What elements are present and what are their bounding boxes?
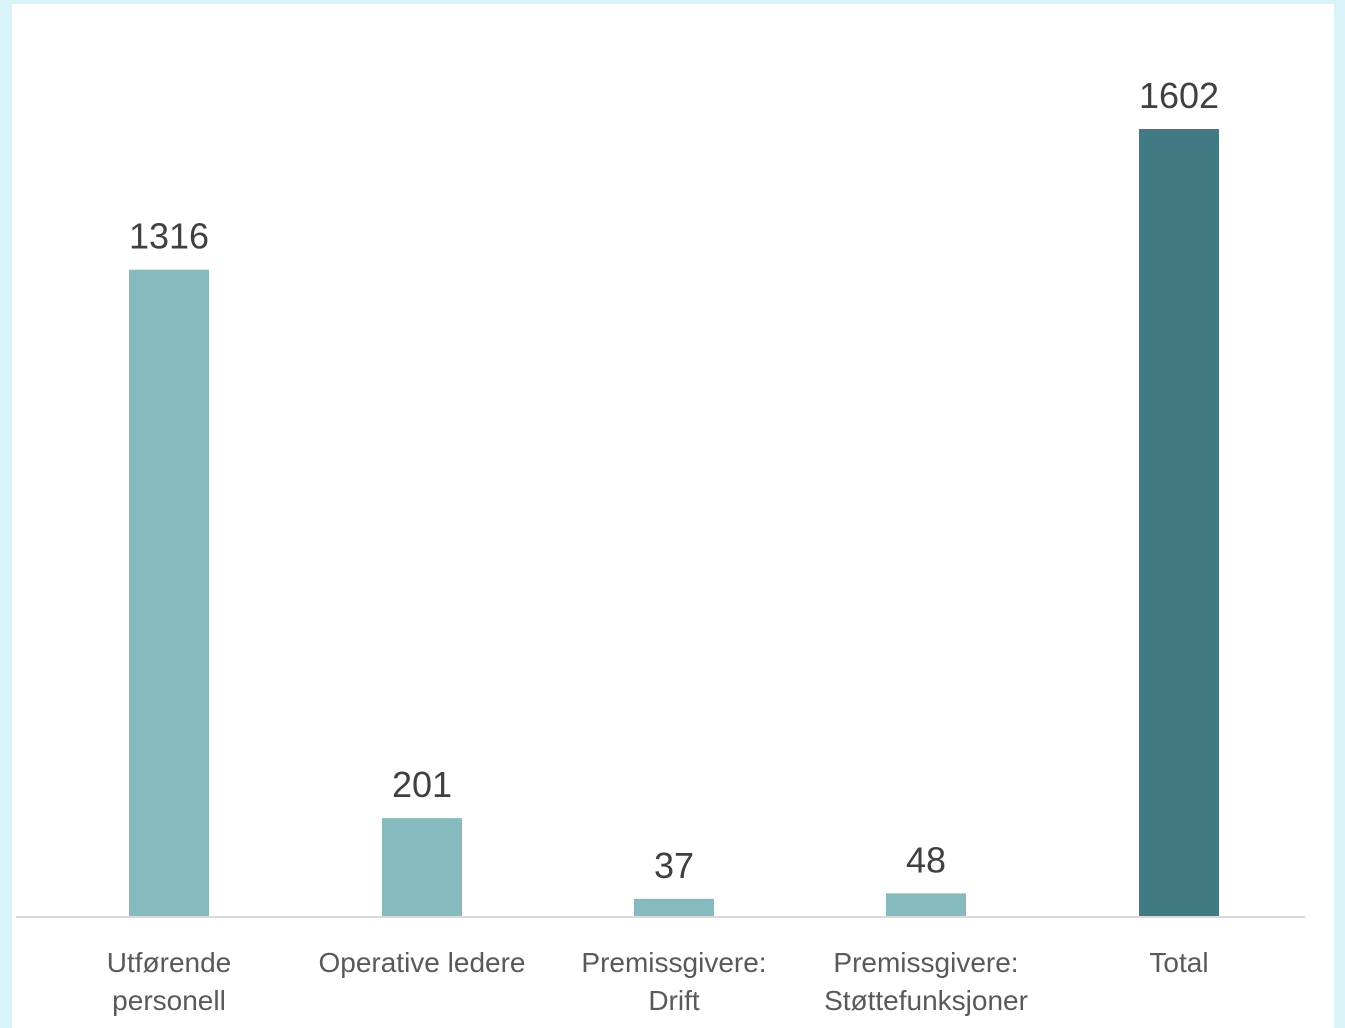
category-label-3-line-0: Premissgivere: <box>833 947 1018 978</box>
chart-panel <box>12 4 1334 1028</box>
category-label-0-line-0: Utførende <box>107 947 232 978</box>
value-label-2: 37 <box>654 845 694 886</box>
value-label-0: 1316 <box>129 216 209 257</box>
category-label-2-line-0: Premissgivere: <box>581 947 766 978</box>
bar-0 <box>129 269 209 917</box>
bar-4 <box>1139 129 1219 917</box>
value-label-1: 201 <box>392 764 452 805</box>
category-label-2-line-1: Drift <box>648 985 700 1016</box>
bar-2 <box>634 898 714 917</box>
bars-group <box>129 129 1219 917</box>
category-labels-group: Utførende personell Operative ledere Premis… <box>107 947 1209 1016</box>
category-label-1-line-0: Operative ledere <box>318 947 525 978</box>
bar-3 <box>886 893 966 917</box>
category-label-0-line-1: personell <box>112 985 226 1016</box>
value-labels-group: 1316 201 37 48 1602 <box>129 75 1219 886</box>
value-label-3: 48 <box>906 839 946 880</box>
category-label-3-line-1: Støttefunksjoner <box>824 985 1028 1016</box>
bar-1 <box>382 818 462 917</box>
value-label-4: 1602 <box>1139 75 1219 116</box>
category-label-4-line-0: Total <box>1149 947 1208 978</box>
